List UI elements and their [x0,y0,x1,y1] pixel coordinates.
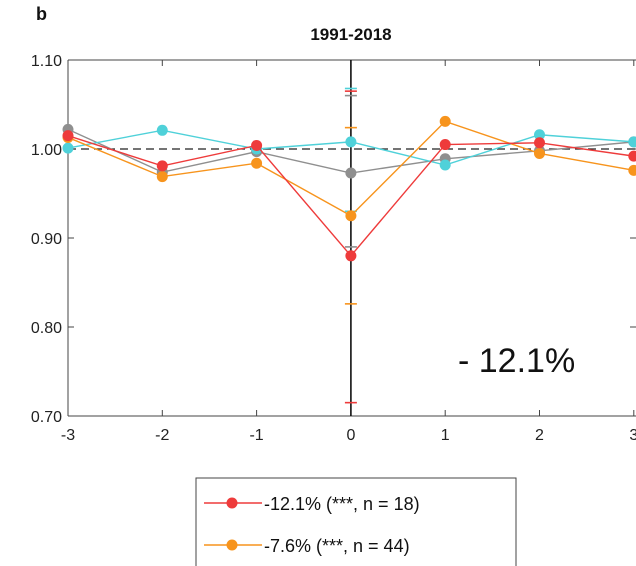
data-point [628,136,636,148]
data-point [345,136,357,148]
legend-label: -12.1% (***, n = 18) [264,494,420,514]
data-point [439,139,451,151]
y-tick-label: 0.90 [31,231,62,248]
x-tick-label: 1 [441,427,450,444]
x-tick-label: -3 [61,427,75,444]
y-tick-label: 1.00 [31,142,62,159]
data-point [251,139,263,151]
data-point [62,130,74,142]
data-point [345,250,357,262]
data-point [156,171,168,183]
data-point [534,147,545,159]
data-point [345,167,357,179]
data-point [156,160,168,172]
x-tick-label: -2 [155,427,169,444]
data-point [628,150,636,162]
y-tick-label: 0.70 [31,409,62,426]
x-tick-label: 0 [346,427,355,444]
x-tick-label: -1 [249,427,263,444]
panel-label: b [36,4,47,24]
legend-label: -7.6% (***, n = 44) [264,536,410,556]
data-point [156,124,168,136]
legend-marker [226,497,238,509]
data-point [251,157,263,169]
legend-marker [226,539,238,551]
x-tick-label: 3 [629,427,636,444]
data-point [439,115,451,127]
data-point [534,137,545,149]
data-point [439,159,451,171]
data-point [628,164,636,176]
y-tick-label: 0.80 [31,320,62,337]
data-point [62,142,74,154]
data-point [345,210,357,222]
x-tick-label: 2 [535,427,544,444]
chart-title: 1991-2018 [310,25,391,44]
y-tick-label: 1.10 [31,53,62,70]
data-point [534,129,545,141]
legend-box [195,477,517,566]
annotation-text: - 12.1% [458,342,575,380]
